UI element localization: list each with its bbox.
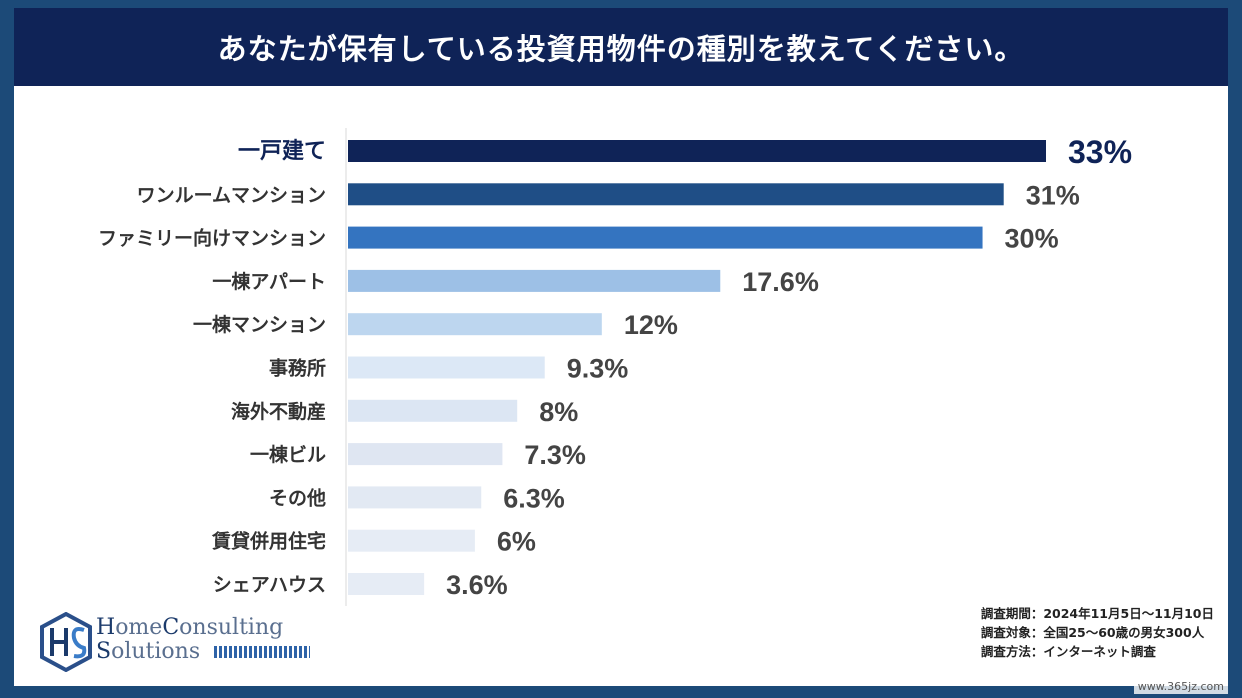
logo-wordmark: HomeConsulting Solutions <box>96 616 283 664</box>
logo-letter: S <box>96 639 112 664</box>
value-label: 6% <box>497 527 536 557</box>
value-label: 30% <box>1005 224 1059 254</box>
category-label: その他 <box>269 486 326 509</box>
value-label: 12% <box>624 310 678 340</box>
page-title: あなたが保有している投資用物件の種別を教えてください。 <box>14 8 1228 86</box>
category-label: ファミリー向けマンション <box>98 227 326 250</box>
value-label: 7.3% <box>524 440 586 470</box>
value-label: 3.6% <box>446 570 508 600</box>
survey-target: 調査対象：全国25～60歳の男女300人 <box>980 625 1205 640</box>
bar <box>348 183 1004 206</box>
survey-method: 調査方法：インターネット調査 <box>980 644 1156 659</box>
bar <box>348 356 545 379</box>
bar <box>348 399 518 422</box>
category-label: 事務所 <box>269 357 326 380</box>
bar <box>348 573 425 595</box>
value-label: 6.3% <box>503 483 565 513</box>
bar <box>348 529 475 552</box>
company-logo: HomeConsulting Solutions <box>40 611 340 676</box>
hcs-logo-icon <box>40 611 92 673</box>
category-label: 一棟アパート <box>212 270 326 293</box>
chart-panel: あなたが保有している投資用物件の種別を教えてください。 一戸建て 33% ワンルーム… <box>14 8 1228 686</box>
category-label: 海外不動産 <box>231 400 326 423</box>
category-label: 一棟ビル <box>250 443 326 466</box>
bar <box>348 140 1046 162</box>
bar <box>348 269 721 292</box>
logo-word: olutions <box>111 639 201 664</box>
logo-letter: H <box>96 615 116 640</box>
value-label: 33% <box>1068 134 1132 170</box>
category-label: 一棟マンション <box>193 313 326 336</box>
category-label: 一戸建て <box>238 139 326 164</box>
survey-notes: 調査期間：2024年11月5日～11月10日 調査対象：全国25～60歳の男女3… <box>981 604 1214 661</box>
bar <box>348 443 503 466</box>
logo-word: ome <box>115 615 163 640</box>
category-label: シェアハウス <box>213 574 326 596</box>
logo-letter: C <box>162 615 180 640</box>
watermark: www.365jz.com <box>1133 679 1228 694</box>
bar <box>348 313 602 336</box>
bar-chart: 一戸建て 33% ワンルームマンション 31% ファミリー向けマンション 30% 一棟アパー… <box>98 128 1132 606</box>
category-label: 賃貸併用住宅 <box>211 530 326 553</box>
value-label: 8% <box>539 397 578 427</box>
bar <box>348 486 482 509</box>
survey-period: 調査期間：2024年11月5日～11月10日 <box>980 606 1214 621</box>
category-label: ワンルームマンション <box>137 184 326 206</box>
value-label: 9.3% <box>567 354 629 384</box>
value-label: 17.6% <box>742 267 819 297</box>
logo-word: onsulting <box>179 615 284 640</box>
value-label: 31% <box>1026 180 1080 210</box>
logo-stripe <box>214 646 310 658</box>
bar <box>348 226 983 249</box>
